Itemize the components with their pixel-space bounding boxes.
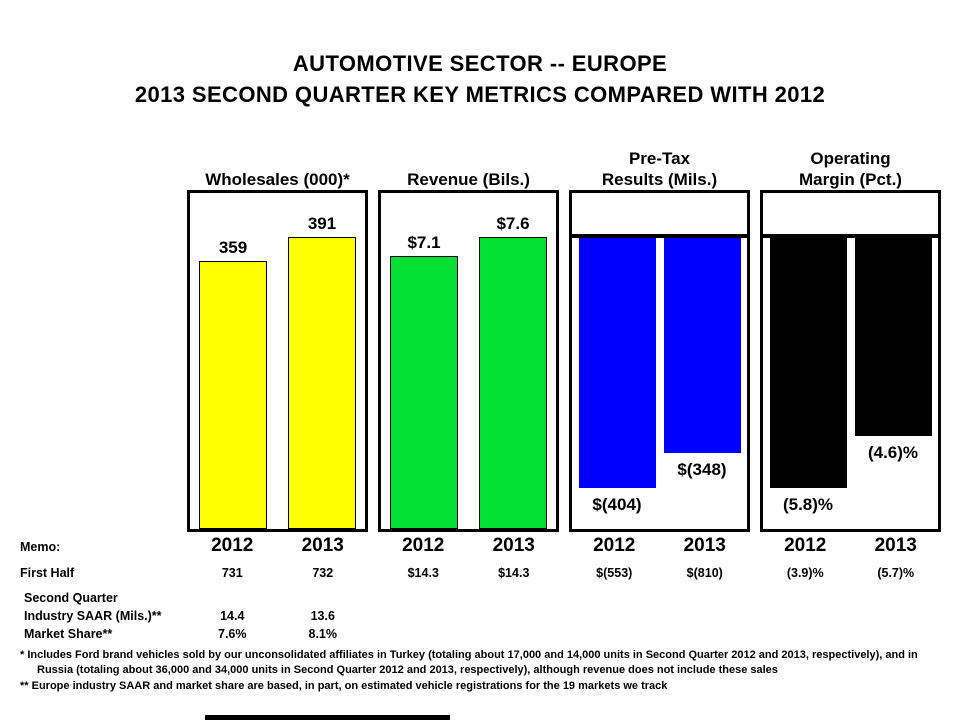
bar-column-2013: (4.6)% — [854, 238, 932, 463]
memo-label: Memo: — [20, 540, 61, 554]
x-axis-labels: 2012 2013 — [378, 535, 559, 557]
bar-column-2012: $7.1 — [390, 233, 458, 529]
industry-saar-value-group: 14.4 13.6 — [187, 609, 368, 623]
market-share-value-group: 7.6% 8.1% — [187, 627, 368, 641]
x-label-2012: 2012 — [211, 535, 254, 556]
chart-panel-pretax-results: Pre-Tax Results (Mils.) $(404) $(348) — [569, 140, 750, 557]
memo-value: $14.3 — [498, 566, 530, 580]
x-label-2013: 2013 — [683, 535, 726, 556]
chart-title-line: Revenue (Bils.) — [407, 170, 530, 189]
bar-value-label: $(404) — [592, 495, 642, 514]
plot-area-revenue: $7.1 $7.6 — [378, 190, 559, 532]
x-label-2013: 2013 — [301, 535, 344, 556]
first-half-pretax-values: $(553) $(810) — [569, 566, 750, 580]
bar-value-label: $7.6 — [496, 214, 530, 233]
second-quarter-label: Second Quarter — [24, 591, 118, 605]
bar-value-label: (5.8)% — [782, 495, 834, 514]
chart-panel-operating-margin: Operating Margin (Pct.) (5.8)% (4.6)% — [760, 140, 941, 557]
plot-area-wholesales: 359 391 — [187, 190, 368, 532]
bar-2013 — [663, 238, 741, 453]
chart-title-pretax: Pre-Tax Results (Mils.) — [569, 140, 750, 190]
footnote-double-asterisk: ** Europe industry SAAR and market share… — [20, 680, 668, 692]
chart-title-line: Results (Mils.) — [601, 170, 718, 189]
chart-title-line: Wholesales (000)* — [205, 170, 350, 189]
bar-column-2013: $(348) — [663, 238, 741, 480]
bar-value-label: $7.1 — [407, 233, 441, 252]
memo-value: $(810) — [686, 566, 723, 580]
x-axis-labels: 2012 2013 — [760, 535, 941, 557]
bar-column-2012: (5.8)% — [769, 238, 847, 515]
plot-area-pretax: $(404) $(348) — [569, 190, 750, 532]
chart-title-revenue: Revenue (Bils.) — [378, 140, 559, 190]
slide-title: AUTOMOTIVE SECTOR -- EUROPE 2013 SECOND … — [0, 48, 960, 110]
first-half-revenue-values: $14.3 $14.3 — [378, 566, 559, 580]
zero-baseline-axis — [763, 234, 938, 238]
memo-value: 13.6 — [310, 609, 335, 623]
memo-value: 732 — [312, 566, 334, 580]
bar-value-label: 359 — [218, 238, 248, 257]
market-share-label: Market Share** — [24, 627, 113, 641]
memo-value: 8.1% — [308, 627, 338, 641]
industry-saar-values: 14.4 13.6 — [187, 609, 368, 623]
chart-title-operating-margin: Operating Margin (Pct.) — [760, 140, 941, 190]
bars-group: 359 391 — [190, 193, 365, 529]
zero-baseline-axis — [572, 234, 747, 238]
bar-column-2013: $7.6 — [479, 214, 547, 529]
x-axis-labels: 2012 2013 — [569, 535, 750, 557]
footnote-asterisk: * Includes Ford brand vehicles sold by o… — [20, 649, 918, 676]
market-share-values: 7.6% 8.1% — [187, 627, 368, 641]
chart-panel-wholesales: Wholesales (000)* 359 391 2012 2013 — [187, 140, 368, 557]
first-half-values: 731 732 $14.3 $14.3 $(553) $(810) (3.9)%… — [187, 566, 941, 580]
bar-value-label: $(348) — [677, 460, 727, 479]
x-axis-labels: 2012 2013 — [187, 535, 368, 557]
chart-title-line: Margin (Pct.) — [799, 170, 902, 189]
bottom-edge-rule — [205, 715, 450, 720]
chart-title-line: Pre-Tax — [628, 149, 691, 168]
first-half-margin-values: (3.9)% (5.7)% — [760, 566, 941, 580]
bar-column-2012: 359 — [199, 238, 267, 529]
x-label-2013: 2013 — [874, 535, 917, 556]
bar-value-label: (4.6)% — [867, 443, 919, 462]
memo-value: $14.3 — [407, 566, 439, 580]
bar-2013 — [479, 237, 547, 529]
bar-2012 — [199, 261, 267, 529]
bar-2012 — [578, 238, 656, 488]
footnotes: * Includes Ford brand vehicles sold by o… — [20, 648, 944, 696]
bars-group: $7.1 $7.6 — [381, 193, 556, 529]
bar-2013 — [854, 238, 932, 436]
bar-column-2012: $(404) — [578, 238, 656, 515]
chart-panel-revenue: Revenue (Bils.) $7.1 $7.6 2012 2013 — [378, 140, 559, 557]
memo-value: 731 — [221, 566, 243, 580]
plot-area-operating-margin: (5.8)% (4.6)% — [760, 190, 941, 532]
memo-value: 14.4 — [220, 609, 245, 623]
chart-title-wholesales: Wholesales (000)* — [187, 140, 368, 190]
industry-saar-label: Industry SAAR (Mils.)** — [24, 609, 162, 623]
bar-2013 — [288, 237, 356, 529]
bars-group: $(404) $(348) — [572, 238, 747, 529]
memo-value: (3.9)% — [786, 566, 824, 580]
memo-value: $(553) — [596, 566, 633, 580]
chart-title-line: Operating — [810, 149, 891, 168]
bar-2012 — [390, 256, 458, 529]
bars-group: (5.8)% (4.6)% — [763, 238, 938, 529]
bar-2012 — [769, 238, 847, 488]
slide-title-line1: AUTOMOTIVE SECTOR -- EUROPE — [292, 51, 668, 76]
memo-value: 7.6% — [218, 627, 247, 641]
bar-column-2013: 391 — [288, 214, 356, 529]
charts-row: Wholesales (000)* 359 391 2012 2013 — [187, 140, 941, 557]
x-label-2012: 2012 — [593, 535, 636, 556]
first-half-label: First Half — [20, 566, 75, 580]
x-label-2013: 2013 — [492, 535, 535, 556]
bar-value-label: 391 — [307, 214, 337, 233]
x-label-2012: 2012 — [402, 535, 445, 556]
x-label-2012: 2012 — [784, 535, 827, 556]
memo-value: (5.7)% — [877, 566, 915, 580]
first-half-wholesales-values: 731 732 — [187, 566, 368, 580]
slide-title-line2: 2013 SECOND QUARTER KEY METRICS COMPARED… — [134, 82, 826, 107]
